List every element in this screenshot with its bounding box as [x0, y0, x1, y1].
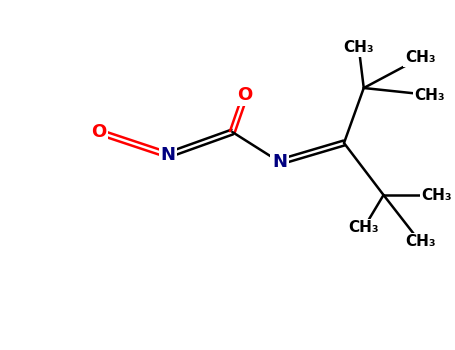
Text: CH₃: CH₃ [422, 188, 452, 203]
Text: CH₃: CH₃ [344, 41, 374, 56]
Text: N: N [161, 146, 176, 164]
Text: CH₃: CH₃ [405, 234, 435, 250]
Text: CH₃: CH₃ [415, 88, 445, 103]
Text: CH₃: CH₃ [349, 220, 379, 236]
Text: O: O [238, 86, 253, 104]
Text: CH₃: CH₃ [405, 50, 435, 65]
Text: N: N [272, 153, 287, 171]
Text: O: O [91, 123, 106, 141]
